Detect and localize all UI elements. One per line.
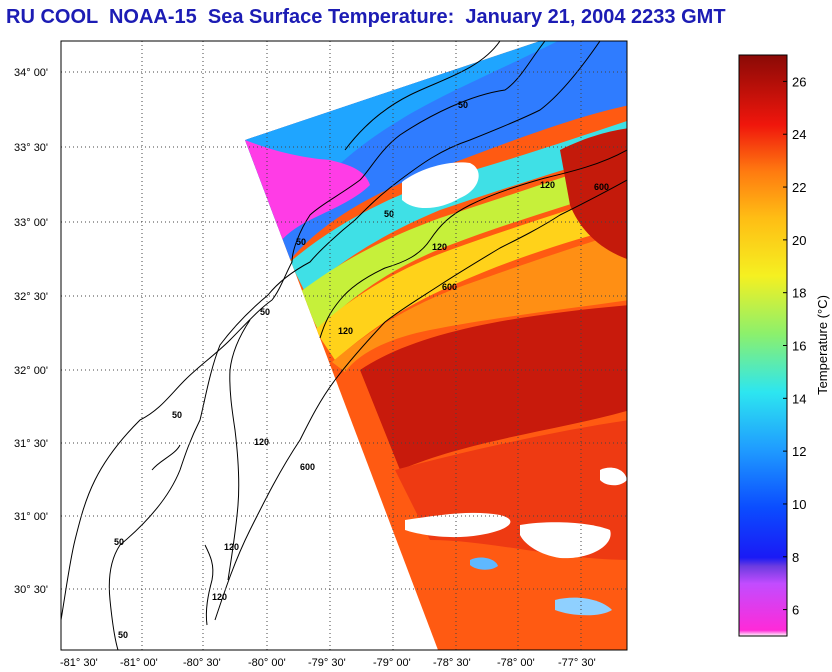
lon-tick-label: -78° 30'	[433, 657, 471, 669]
lat-tick-label: 33° 30'	[14, 142, 48, 154]
contour-label: 50	[296, 237, 306, 247]
contour-label: 50	[260, 307, 270, 317]
longitude-axis: -81° 30' -81° 00' -80° 30' -80° 00' -79°…	[60, 657, 596, 669]
lat-tick-label: 34° 00'	[14, 67, 48, 79]
lat-tick-label: 31° 30'	[14, 438, 48, 450]
lon-tick-label: -80° 00'	[248, 657, 286, 669]
colorbar-tick-label: 16	[792, 339, 806, 354]
lon-tick-label: -81° 30'	[60, 657, 98, 669]
lon-tick-label: -78° 00'	[497, 657, 535, 669]
contour-label: 120	[254, 437, 269, 447]
contour-label: 120	[212, 592, 227, 602]
colorbar-tick-label: 10	[792, 497, 806, 512]
contour-label: 50	[172, 410, 182, 420]
colorbar-tick-label: 18	[792, 286, 806, 301]
lat-tick-label: 32° 00'	[14, 365, 48, 377]
colorbar-tick-label: 26	[792, 74, 806, 89]
contour-label: 120	[432, 242, 447, 252]
lat-tick-label: 32° 30'	[14, 291, 48, 303]
colorbar-tick-label: 22	[792, 180, 806, 195]
lon-tick-label: -79° 30'	[308, 657, 346, 669]
plot-frame	[60, 40, 628, 651]
contour-label: 600	[300, 462, 315, 472]
colorbar-tick-label: 12	[792, 444, 806, 459]
lon-tick-label: -80° 30'	[183, 657, 221, 669]
colorbar-tick-label: 6	[792, 603, 799, 618]
coastline-contours	[61, 41, 627, 650]
contour-label: 120	[224, 542, 239, 552]
lon-tick-label: -81° 00'	[120, 657, 158, 669]
colorbar-tick-label: 8	[792, 550, 799, 565]
map-title: RU COOL NOAA-15 Sea Surface Temperature:…	[6, 6, 726, 28]
lon-tick-label: -79° 00'	[373, 657, 411, 669]
contour-label: 120	[540, 180, 555, 190]
colorbar-tick-label: 14	[792, 391, 806, 406]
colorbar: 26 24 22 20 18 16 14 12 10 8 6 Temperature (°C)	[738, 54, 830, 637]
contour-label: 600	[594, 182, 609, 192]
contour-labels: 50 50 120 600 50 120 600 120 50 120 600 …	[114, 100, 609, 640]
contour-label: 600	[442, 282, 457, 292]
colorbar-scale	[738, 54, 788, 637]
contour-label: 50	[458, 100, 468, 110]
colorbar-tick-label: 24	[792, 127, 806, 142]
lat-tick-label: 31° 00'	[14, 511, 48, 523]
latitude-axis: 34° 00' 33° 30' 33° 00' 32° 30' 32° 00' …	[14, 67, 48, 596]
contour-label: 50	[114, 537, 124, 547]
contour-label: 50	[118, 630, 128, 640]
gridlines	[61, 41, 627, 650]
contour-label: 120	[338, 326, 353, 336]
lon-tick-label: -77° 30'	[558, 657, 596, 669]
colorbar-label: Temperature (°C)	[815, 295, 830, 395]
contour-label: 50	[384, 209, 394, 219]
lat-tick-label: 30° 30'	[14, 584, 48, 596]
colorbar-tick-label: 20	[792, 233, 806, 248]
lat-tick-label: 33° 00'	[14, 217, 48, 229]
